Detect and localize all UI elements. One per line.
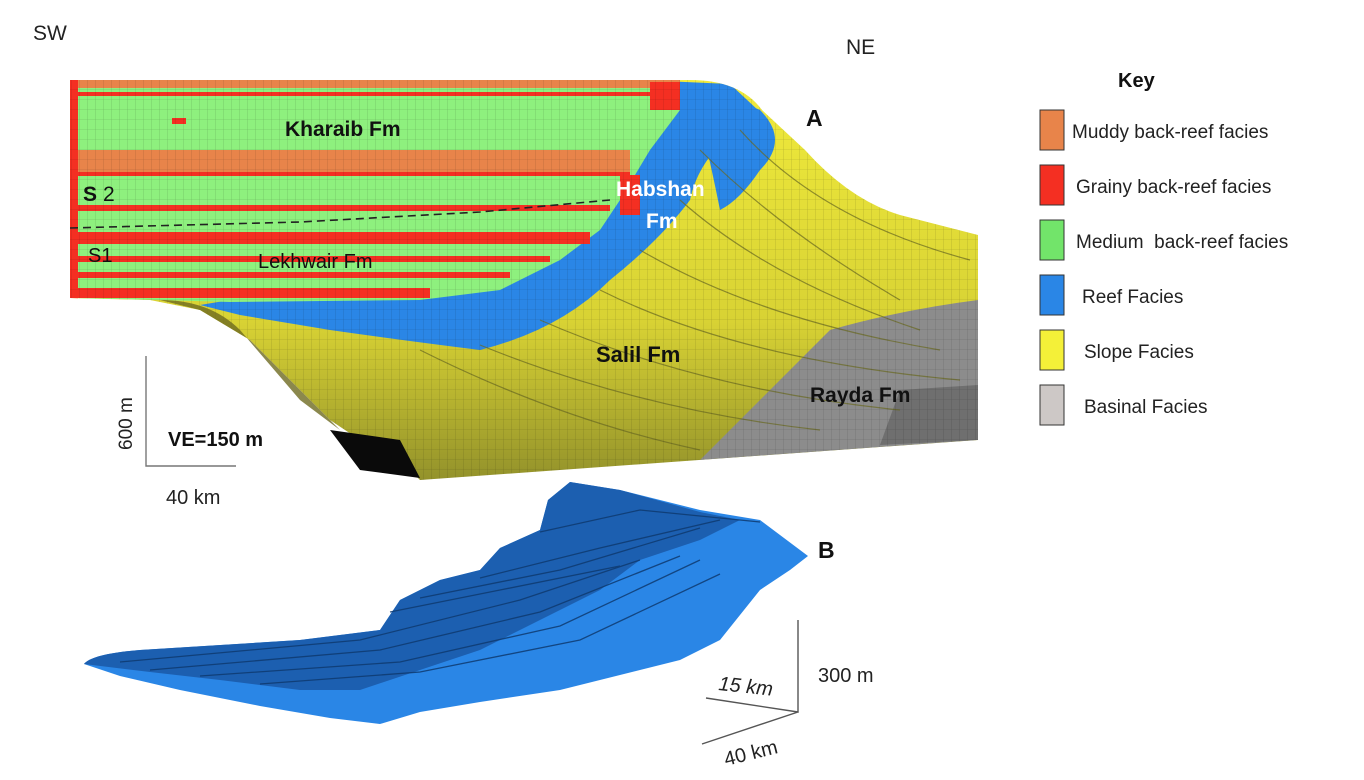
legend-label-3: Reef Facies: [1082, 287, 1183, 308]
label-lekhwair-fm: Lekhwair Fm: [258, 251, 372, 273]
section-b: B: [84, 482, 835, 724]
scale-a-horizontal: 40 km: [166, 487, 220, 509]
section-a-body: [70, 80, 978, 480]
label-habshan-line1: Habshan: [616, 178, 705, 201]
scale-bar-a: 600 m VE=150 m 40 km: [116, 356, 263, 509]
section-a: Kharaib Fm Habshan Fm Lekhwair Fm Salil …: [70, 80, 978, 480]
label-s1: S1: [88, 245, 112, 267]
legend-label-5: Basinal Facies: [1084, 397, 1208, 418]
orientation-sw: SW: [33, 22, 67, 45]
label-s2-number: 2: [103, 183, 115, 206]
legend-label-1: Grainy back-reef facies: [1076, 177, 1271, 198]
legend: Key Muddy back-reef facies Grainy back-re…: [1039, 70, 1288, 426]
reef-body-top: [84, 482, 740, 690]
label-rayda-fm: Rayda Fm: [810, 384, 910, 407]
legend-swatch-3: [1039, 274, 1065, 316]
legend-swatch-0: [1039, 109, 1065, 151]
legend-swatch-1: [1039, 164, 1065, 206]
legend-swatch-4: [1039, 329, 1065, 371]
panel-label-b: B: [818, 537, 835, 563]
label-kharaib-fm: Kharaib Fm: [285, 118, 401, 141]
scale-b-horizontal: 40 km: [722, 736, 780, 771]
sequence-boundary: [70, 199, 611, 229]
orientation-ne: NE: [846, 36, 875, 59]
legend-label-0: Muddy back-reef facies: [1072, 122, 1268, 143]
legend-swatch-2: [1039, 219, 1065, 261]
scale-bar-a-axes: [145, 356, 236, 467]
legend-label-4: Slope Facies: [1084, 342, 1194, 363]
label-salil-fm: Salil Fm: [596, 342, 680, 367]
scale-bar-b: 15 km 300 m 40 km: [701, 620, 874, 771]
legend-label-2: Medium back-reef facies: [1076, 232, 1288, 253]
scale-b-depth: 15 km: [717, 673, 773, 701]
scale-a-ve: VE=150 m: [168, 429, 263, 451]
legend-items: Muddy back-reef facies Grainy back-reef f…: [1039, 109, 1288, 426]
legend-swatch-5: [1039, 384, 1065, 426]
base-wedge: [330, 430, 420, 478]
legend-title: Key: [1118, 70, 1156, 92]
panel-label-a: A: [806, 105, 823, 131]
scale-bar-b-axes: [701, 620, 799, 745]
label-s2-letter: S: [83, 183, 97, 206]
scale-a-vertical: 600 m: [116, 397, 137, 450]
scale-b-vertical: 300 m: [818, 665, 874, 687]
reef-body-layers: [119, 509, 761, 685]
label-habshan-line2: Fm: [646, 210, 678, 233]
model-grid: [70, 80, 978, 480]
